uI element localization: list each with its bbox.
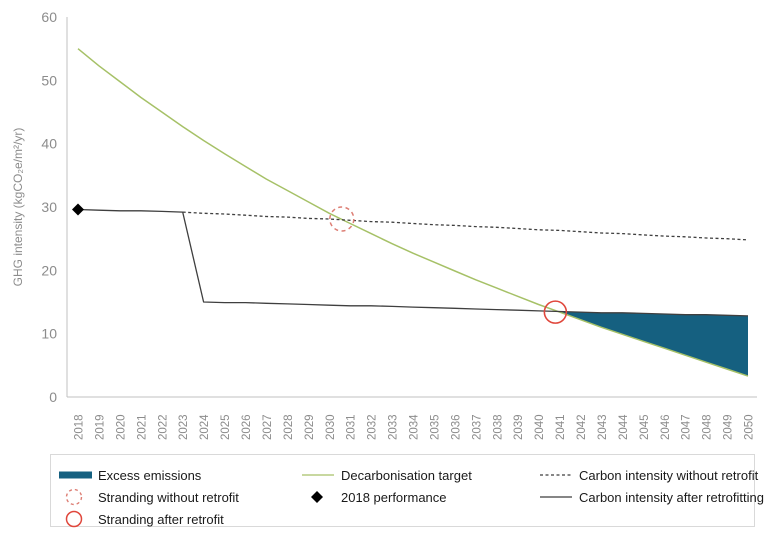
x-tick-label: 2021 — [136, 414, 148, 440]
x-tick-label: 2039 — [513, 414, 525, 440]
x-tick-label: 2048 — [702, 414, 714, 440]
series-decarbonisation-target — [77, 48, 749, 377]
x-tick-label: 2018 — [74, 414, 86, 440]
legend-item-excess-emissions: Excess emissions — [58, 464, 301, 486]
legend-item-decarbonisation-target: Decarbonisation target — [301, 464, 539, 486]
legend-column-3: Carbon intensity without retrofit Carbon… — [539, 464, 764, 530]
excess-emissions-swatch-icon — [58, 466, 94, 484]
x-tick-label: 2032 — [367, 414, 379, 440]
x-tick-label: 2022 — [157, 414, 169, 440]
x-tick-label: 2042 — [576, 414, 588, 440]
y-tick-label: 60 — [41, 9, 57, 25]
x-tick-label: 2025 — [220, 414, 232, 440]
series-carbon-intensity-without-retrofit — [182, 211, 749, 241]
dashed-line-icon — [539, 466, 575, 484]
legend-item-carbon-intensity-without-retrofit: Carbon intensity without retrofit — [539, 464, 764, 486]
legend-label: 2018 performance — [341, 489, 447, 505]
x-tick-label: 2040 — [534, 414, 546, 440]
x-tick-label: 2046 — [660, 414, 672, 440]
legend-label: Stranding without retrofit — [98, 489, 239, 505]
performance-2018-diamond — [72, 203, 84, 216]
legend-item-stranding-after-retrofit: Stranding after retrofit — [58, 508, 301, 530]
stranding-after-retrofit-circle — [543, 300, 568, 324]
x-tick-label: 2020 — [115, 414, 127, 440]
legend-label: Carbon intensity after retrofitting — [579, 489, 764, 505]
legend-item-stranding-without-retrofit: Stranding without retrofit — [58, 486, 301, 508]
stranding-chart-area: 0 10 20 30 40 50 60 GHG intensity (kgCO₂e/m²/yr… — [11, 9, 757, 440]
x-tick-label: 2028 — [283, 414, 295, 440]
y-tick-label: 10 — [41, 326, 57, 342]
x-tick-label: 2033 — [388, 414, 400, 440]
legend-label: Carbon intensity without retrofit — [579, 467, 759, 483]
x-tick-label: 2023 — [178, 414, 190, 440]
x-tick-label: 2035 — [429, 414, 441, 440]
x-tick-label: 2034 — [409, 414, 421, 440]
x-tick-label: 2027 — [262, 414, 274, 440]
legend-label: Decarbonisation target — [341, 467, 472, 483]
x-tick-label: 2031 — [346, 414, 358, 440]
y-tick-label: 30 — [41, 199, 57, 215]
legend-column-2: Decarbonisation target 2018 performance — [301, 464, 539, 530]
x-tick-label: 2049 — [723, 414, 735, 440]
diamond-icon — [301, 488, 337, 506]
dashed-circle-icon — [58, 488, 94, 506]
legend-label: Stranding after retrofit — [98, 511, 224, 527]
y-axis-title: GHG intensity (kgCO₂e/m²/yr) — [11, 128, 25, 287]
x-tick-label: 2038 — [492, 414, 504, 440]
stranding-without-retrofit-circle — [329, 206, 355, 232]
x-tick-label: 2024 — [199, 414, 211, 440]
x-tick-label: 2037 — [471, 414, 483, 440]
x-tick-label: 2047 — [681, 414, 693, 440]
legend-item-2018-performance: 2018 performance — [301, 486, 539, 508]
x-tick-label: 2030 — [325, 414, 337, 440]
legend-column-1: Excess emissions Stranding without retro… — [58, 464, 301, 530]
x-tick-label: 2026 — [241, 414, 253, 440]
series-carbon-intensity-after-retrofitting — [77, 208, 749, 317]
x-tick-label: 2029 — [304, 414, 316, 440]
legend-label: Excess emissions — [98, 467, 202, 483]
solid-line-icon — [539, 488, 575, 506]
legend-item-carbon-intensity-after-retrofitting: Carbon intensity after retrofitting — [539, 486, 764, 508]
x-tick-label: 2041 — [555, 414, 567, 440]
x-tick-label: 2045 — [639, 414, 651, 440]
y-tick-label: 40 — [41, 136, 57, 152]
x-tick-label: 2044 — [618, 414, 630, 440]
x-tick-label: 2036 — [450, 414, 462, 440]
x-tick-label: 2019 — [94, 414, 106, 440]
y-tick-label: 50 — [41, 72, 57, 88]
x-tick-label: 2043 — [597, 414, 609, 440]
legend: Excess emissions Stranding without retro… — [50, 454, 764, 530]
green-line-icon — [301, 466, 337, 484]
y-tick-label: 0 — [49, 389, 57, 405]
x-tick-label: 2050 — [744, 414, 756, 440]
solid-circle-icon — [58, 510, 94, 528]
y-tick-label: 20 — [41, 262, 57, 278]
